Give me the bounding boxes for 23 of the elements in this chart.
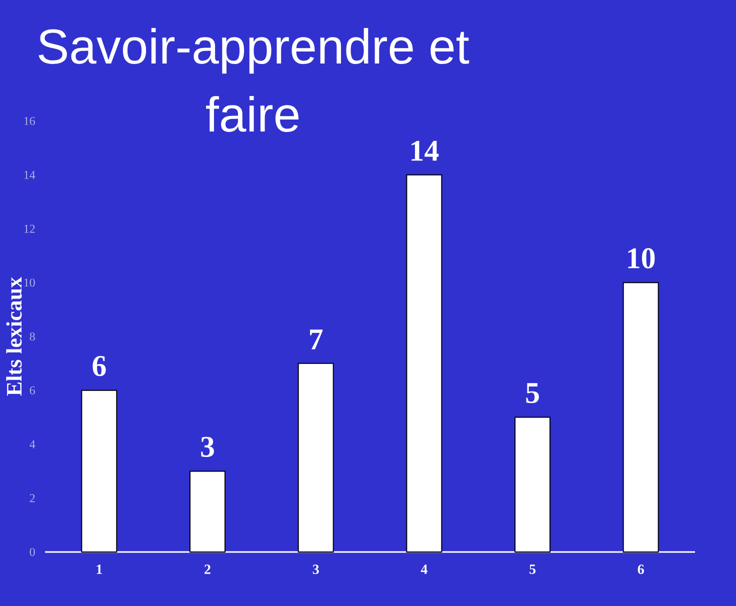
data-label: 3 [201,436,214,457]
y-tick-label: 10 [24,278,35,287]
x-tick-label: 6 [638,564,644,574]
data-label: 5 [526,383,539,404]
y-tick-label: 12 [24,224,35,233]
y-tick-label: 16 [24,116,35,126]
x-tick-label: 2 [204,564,210,574]
y-axis-title: Elts lexicaux [6,277,22,396]
y-tick-label: 14 [24,170,36,179]
x-tick-label: 3 [312,564,319,574]
x-tick-label: 5 [530,564,536,574]
x-tick-label: 1 [96,564,102,574]
data-label: 10 [628,248,655,268]
x-tick-label: 4 [420,564,428,574]
chart-title: Savoir-apprendre et faire [38,28,470,132]
y-tick-label: 0 [30,548,35,556]
y-tick-label: 2 [30,494,35,502]
y-tick-label: 8 [30,332,35,341]
y-tick-label: 4 [30,440,36,448]
y-tick-label: 6 [30,386,35,394]
data-label: 7 [310,330,323,350]
data-label: 6 [92,356,106,376]
data-label: 14 [412,140,439,161]
